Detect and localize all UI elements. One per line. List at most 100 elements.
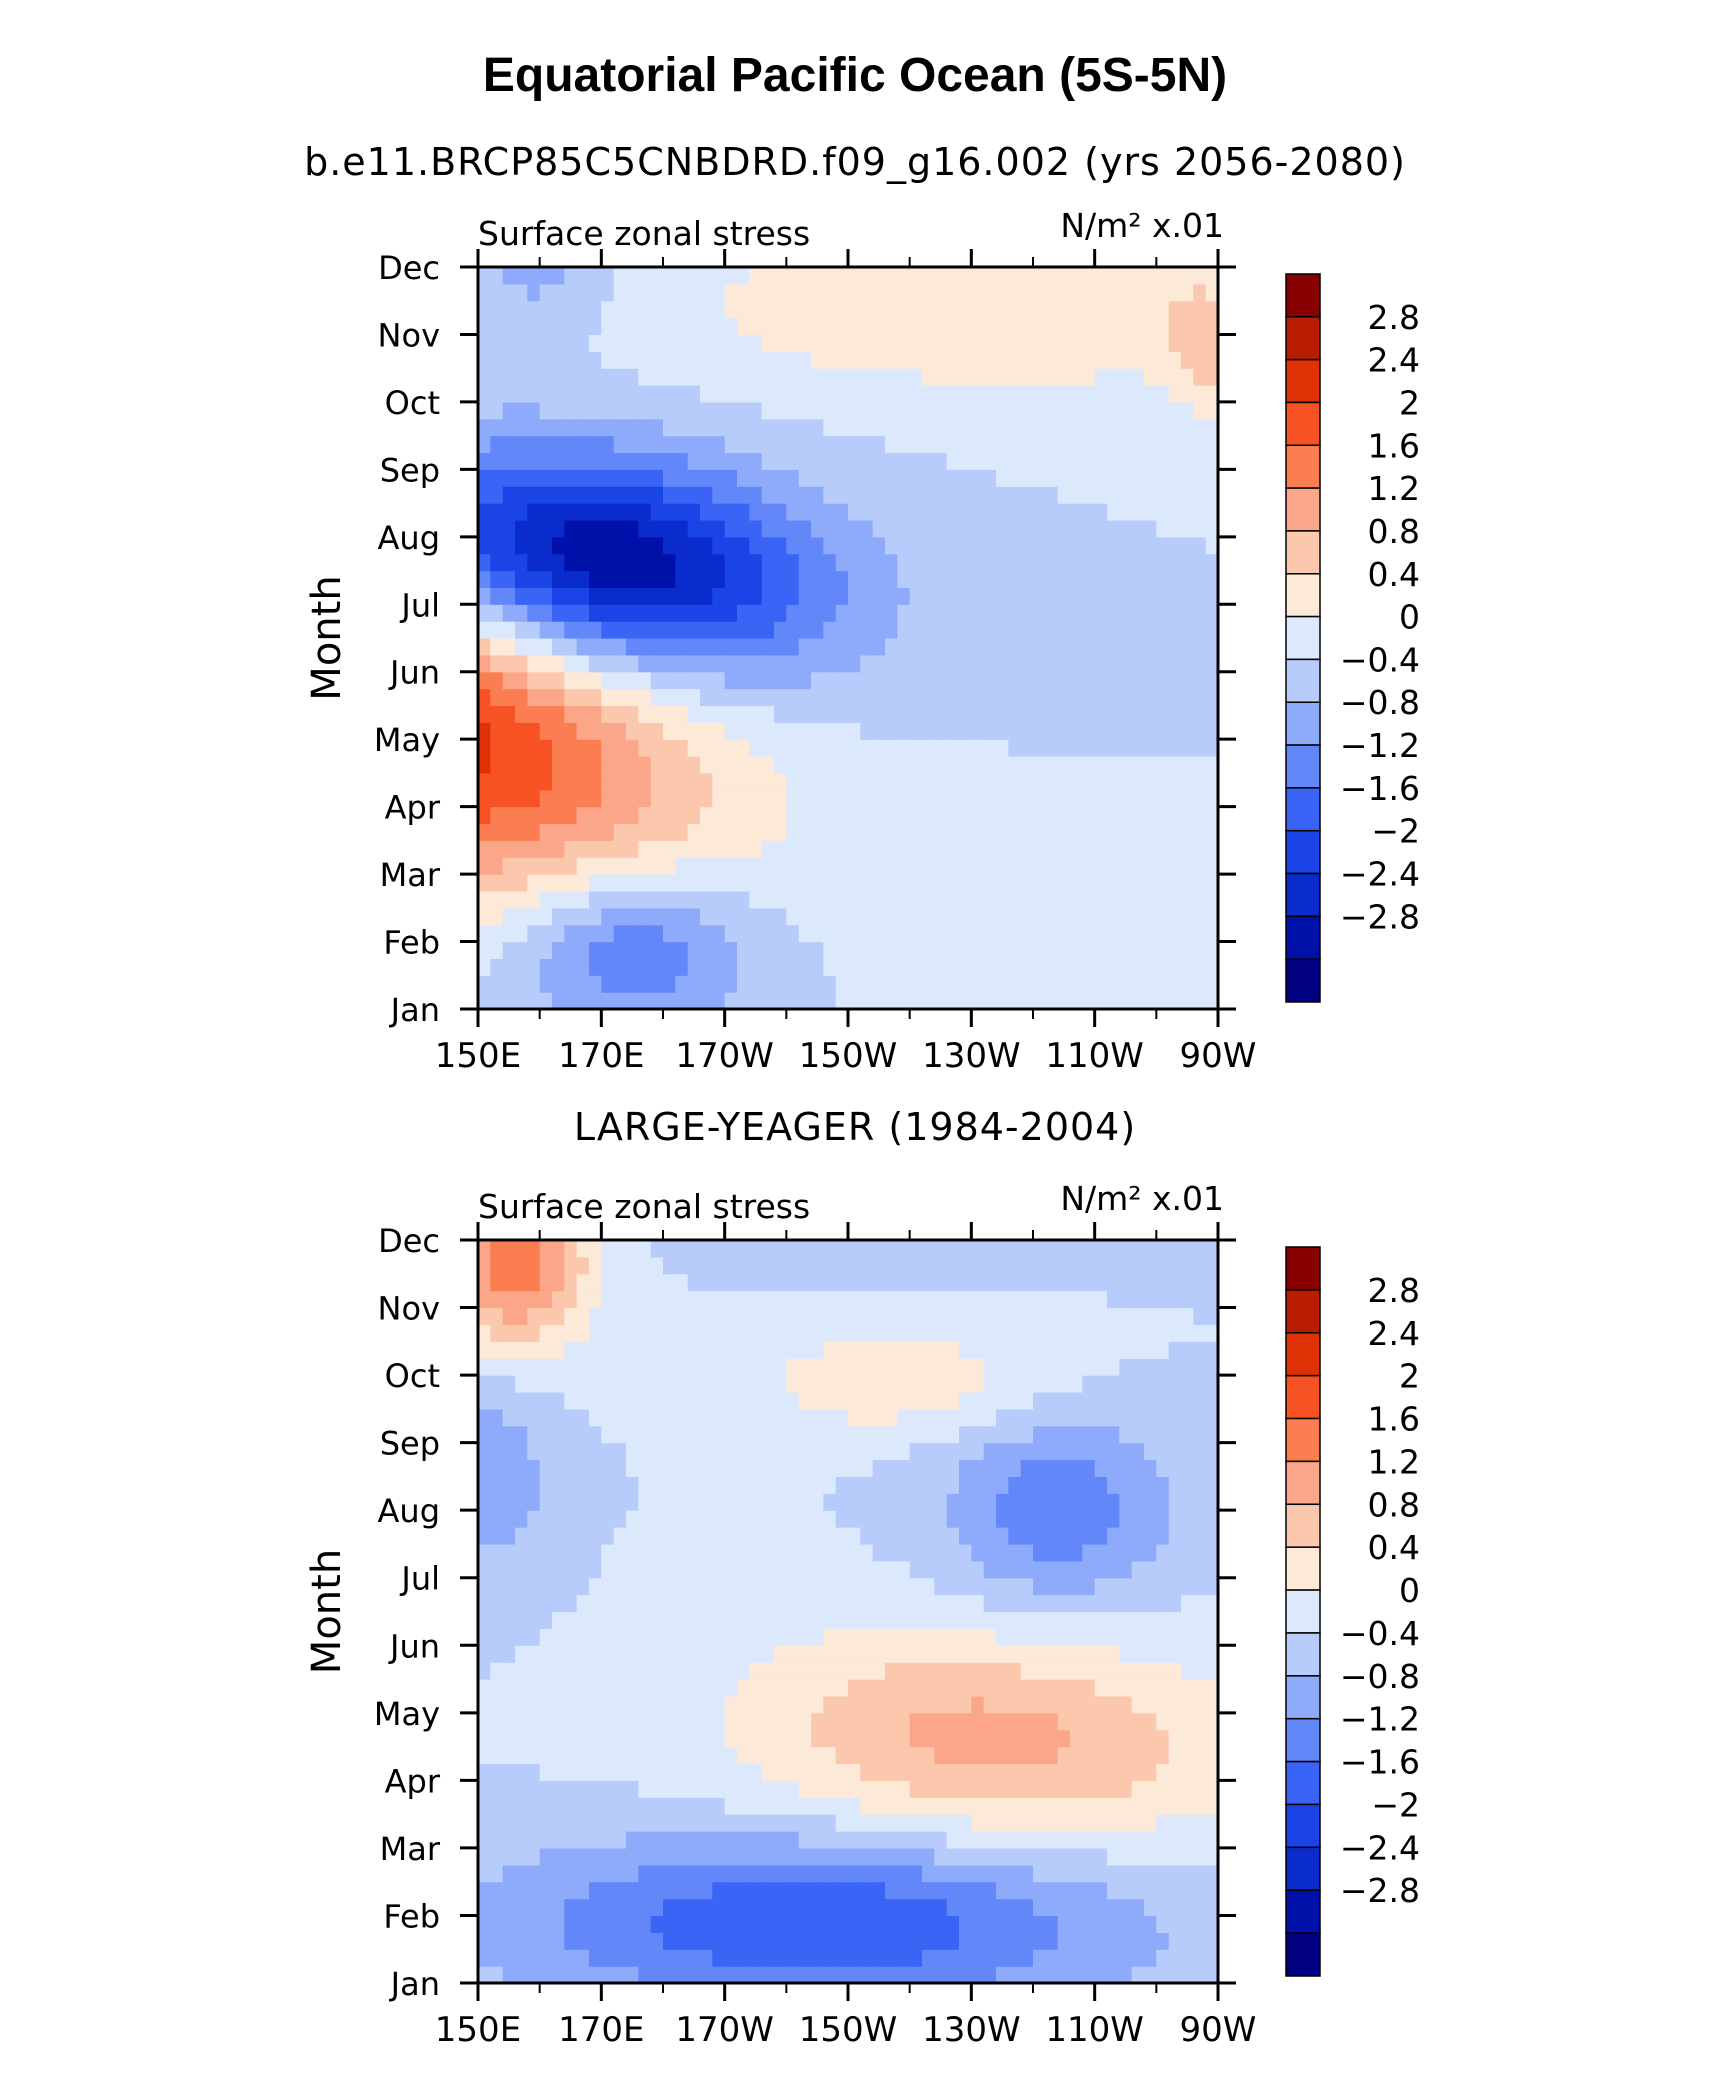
contour-cell: [700, 874, 713, 892]
contour-cell: [872, 519, 886, 538]
contour-cell: [1144, 435, 1157, 454]
contour-cell: [737, 1915, 750, 1933]
contour-cell: [638, 654, 652, 673]
contour-cell: [1082, 1391, 1096, 1410]
contour-cell: [1045, 1645, 1059, 1663]
contour-cell: [1033, 317, 1046, 336]
contour-cell: [798, 1459, 812, 1478]
contour-cell: [539, 1290, 553, 1309]
contour-cell: [1082, 1307, 1096, 1326]
contour-cell: [1070, 1442, 1083, 1461]
contour-cell: [490, 1324, 504, 1342]
contour-cell: [1008, 1898, 1022, 1917]
contour-cell: [515, 1780, 528, 1798]
contour-cell: [848, 1814, 861, 1832]
contour-cell: [749, 570, 763, 589]
contour-cell: [1181, 503, 1194, 521]
contour-cell: [1057, 1645, 1071, 1663]
contour-cell: [527, 1459, 541, 1478]
contour-cell: [1057, 772, 1071, 791]
contour-cell: [946, 1324, 960, 1342]
contour-cell: [897, 1527, 911, 1545]
contour-cell: [823, 1527, 837, 1545]
contour-cell: [971, 1256, 985, 1275]
contour-cell: [527, 1679, 541, 1697]
contour-cell: [811, 519, 824, 538]
contour-cell: [1057, 1375, 1071, 1393]
contour-cell: [576, 503, 590, 521]
contour-cell: [946, 587, 960, 605]
contour-cell: [1193, 789, 1207, 808]
contour-cell: [564, 1476, 578, 1494]
contour-cell: [909, 1746, 923, 1765]
contour-cell: [860, 806, 874, 825]
contour-cell: [724, 351, 738, 369]
contour-cell: [724, 553, 738, 572]
contour-cell: [897, 519, 911, 538]
contour-cell: [1094, 890, 1108, 909]
contour-cell: [1181, 941, 1194, 960]
contour-cell: [663, 1898, 676, 1917]
contour-cell: [959, 486, 972, 504]
contour-cell: [490, 671, 504, 690]
contour-cell: [885, 1898, 898, 1917]
contour-cell: [1070, 368, 1083, 386]
contour-cell: [663, 1358, 676, 1376]
contour-cell: [1119, 452, 1133, 470]
contour-cell: [959, 1577, 972, 1596]
contour-cell: [872, 1645, 886, 1663]
contour-cell: [675, 1712, 689, 1731]
contour-cell: [638, 907, 652, 926]
contour-cell: [774, 1594, 787, 1613]
contour-cell: [663, 587, 676, 605]
contour-cell: [737, 486, 750, 504]
contour-cell: [626, 1560, 639, 1579]
contour-cell: [811, 1273, 824, 1292]
contour-cell: [675, 1932, 689, 1950]
contour-cell: [872, 705, 886, 723]
contour-cell: [996, 553, 1009, 572]
contour-cell: [922, 1493, 935, 1511]
contour-cell: [971, 283, 985, 302]
contour-cell: [1082, 1746, 1096, 1765]
contour-cell: [712, 519, 726, 538]
contour-cell: [1045, 1442, 1059, 1461]
contour-cell: [638, 435, 652, 454]
contour-cell: [897, 1290, 911, 1309]
contour-cell: [774, 1611, 787, 1629]
contour-cell: [798, 1290, 812, 1309]
contour-cell: [564, 300, 578, 319]
contour-cell: [626, 1949, 639, 1967]
contour-cell: [909, 789, 923, 808]
contour-cell: [737, 941, 750, 960]
contour-cell: [576, 1273, 590, 1292]
contour-cell: [638, 1425, 652, 1444]
contour-cell: [959, 975, 972, 993]
y-tick-label: Sep: [380, 451, 440, 489]
contour-cell: [922, 1290, 935, 1309]
contour-cell: [749, 486, 763, 504]
contour-cell: [971, 1932, 985, 1950]
contour-cell: [971, 1307, 985, 1326]
contour-cell: [749, 907, 763, 926]
contour-cell: [860, 1628, 874, 1646]
contour-cell: [749, 1527, 763, 1545]
contour-cell: [946, 1493, 960, 1511]
contour-cell: [885, 300, 898, 319]
contour-cell: [576, 1915, 590, 1933]
contour-cell: [749, 1391, 763, 1410]
contour-cell: [983, 1307, 997, 1326]
contour-cell: [996, 385, 1009, 403]
contour-cell: [663, 1797, 676, 1815]
contour-cell: [996, 1391, 1009, 1410]
contour-cell: [601, 1273, 615, 1292]
contour-cell: [996, 1645, 1009, 1663]
contour-cell: [613, 1712, 627, 1731]
contour-cell: [823, 907, 837, 926]
colorbar-label: 1.6: [1368, 426, 1420, 465]
contour-cell: [724, 1915, 738, 1933]
contour-cell: [1168, 857, 1182, 875]
contour-cell: [959, 772, 972, 791]
contour-cell: [934, 1847, 948, 1866]
contour-cell: [1033, 621, 1046, 639]
